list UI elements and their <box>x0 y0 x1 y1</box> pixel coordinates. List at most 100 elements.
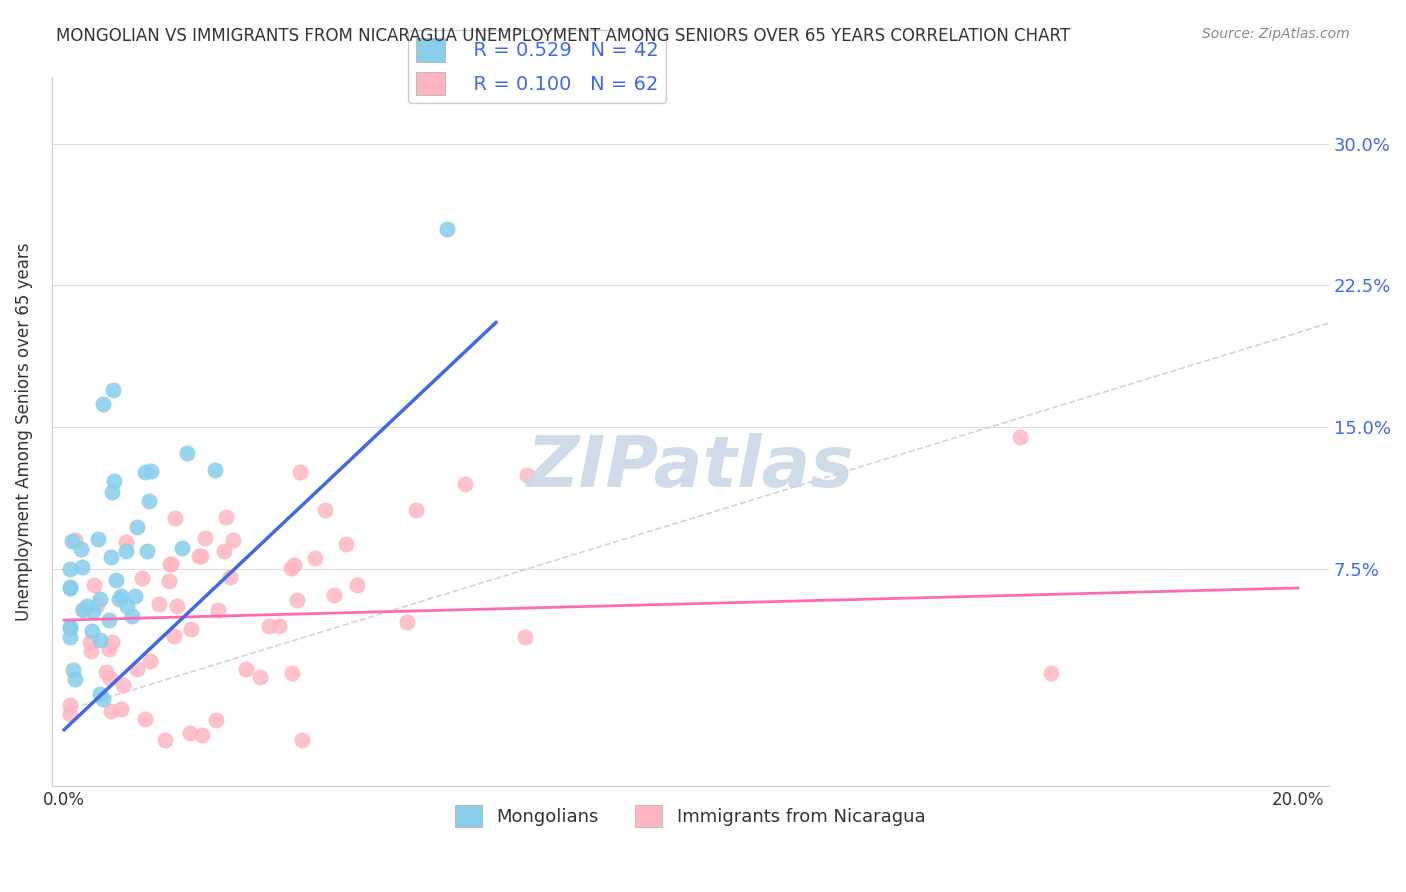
Point <box>80 644 103 658</box>
Point <box>214 543 236 558</box>
Point <box>157 574 180 589</box>
Point <box>100 704 122 718</box>
Point <box>124 589 146 603</box>
Point <box>280 561 302 575</box>
Point <box>176 445 198 459</box>
Point <box>249 670 271 684</box>
Point <box>104 574 127 588</box>
Point <box>70 541 93 556</box>
Point <box>267 619 290 633</box>
Y-axis label: Unemployment Among Seniors over 65 years: Unemployment Among Seniors over 65 years <box>15 243 32 621</box>
Point <box>63 672 86 686</box>
Legend: Mongolians, Immigrants from Nicaragua: Mongolians, Immigrants from Nicaragua <box>449 797 932 834</box>
Point <box>159 557 181 571</box>
Point <box>218 570 240 584</box>
Point <box>60 533 83 548</box>
Point <box>395 615 418 630</box>
Point <box>72 603 94 617</box>
Text: MONGOLIAN VS IMMIGRANTS FROM NICARAGUA UNEMPLOYMENT AMONG SENIORS OVER 65 YEARS : MONGOLIAN VS IMMIGRANTS FROM NICARAGUA U… <box>56 27 1070 45</box>
Point <box>72 602 94 616</box>
Point <box>280 665 302 680</box>
Point <box>138 494 160 508</box>
Point <box>100 485 122 500</box>
Point <box>59 630 82 644</box>
Point <box>454 477 477 491</box>
Point <box>91 397 114 411</box>
Point <box>89 633 111 648</box>
Point <box>108 591 131 606</box>
Point <box>103 474 125 488</box>
Point <box>98 642 121 657</box>
Point <box>187 549 209 564</box>
Point <box>160 557 183 571</box>
Point <box>285 592 308 607</box>
Point <box>335 537 357 551</box>
Point <box>70 560 93 574</box>
Text: ZIPatlas: ZIPatlas <box>527 433 853 502</box>
Point <box>110 589 132 603</box>
Point <box>59 698 82 712</box>
Point <box>515 630 537 644</box>
Point <box>135 544 157 558</box>
Point <box>155 732 177 747</box>
Point <box>405 502 427 516</box>
Point <box>63 533 86 547</box>
Point <box>134 712 156 726</box>
Point <box>62 663 84 677</box>
Point <box>112 678 135 692</box>
Point <box>87 532 110 546</box>
Point <box>59 621 82 635</box>
Point <box>205 714 228 728</box>
Point <box>83 578 105 592</box>
Point <box>235 661 257 675</box>
Point <box>148 598 170 612</box>
Point <box>121 609 143 624</box>
Point <box>1010 430 1032 444</box>
Point <box>59 580 82 594</box>
Point <box>134 465 156 479</box>
Point <box>163 629 186 643</box>
Point <box>1040 666 1063 681</box>
Point <box>215 509 238 524</box>
Point <box>115 599 138 613</box>
Point <box>304 551 326 566</box>
Text: Source: ZipAtlas.com: Source: ZipAtlas.com <box>1202 27 1350 41</box>
Point <box>221 533 243 547</box>
Point <box>98 613 121 627</box>
Point <box>82 603 104 617</box>
Point <box>59 581 82 595</box>
Point <box>180 622 202 636</box>
Point <box>110 701 132 715</box>
Point <box>288 465 311 479</box>
Point <box>179 726 201 740</box>
Point <box>516 467 538 482</box>
Point <box>138 654 160 668</box>
Point <box>86 598 108 612</box>
Point <box>257 619 280 633</box>
Point <box>194 532 217 546</box>
Point <box>101 384 124 398</box>
Point <box>127 662 149 676</box>
Point <box>59 620 82 634</box>
Point <box>59 561 82 575</box>
Point <box>100 549 122 564</box>
Point <box>91 691 114 706</box>
Point <box>115 543 138 558</box>
Point <box>191 729 214 743</box>
Point <box>79 634 101 648</box>
Point <box>125 520 148 534</box>
Point <box>204 463 226 477</box>
Point <box>131 571 153 585</box>
Point <box>436 221 458 235</box>
Point <box>101 635 124 649</box>
Point <box>166 599 188 613</box>
Point <box>314 503 336 517</box>
Point <box>141 464 163 478</box>
Point <box>98 671 121 685</box>
Point <box>89 687 111 701</box>
Point <box>283 558 305 572</box>
Point <box>291 733 314 747</box>
Point <box>89 591 111 606</box>
Point <box>59 707 82 722</box>
Point <box>172 541 194 555</box>
